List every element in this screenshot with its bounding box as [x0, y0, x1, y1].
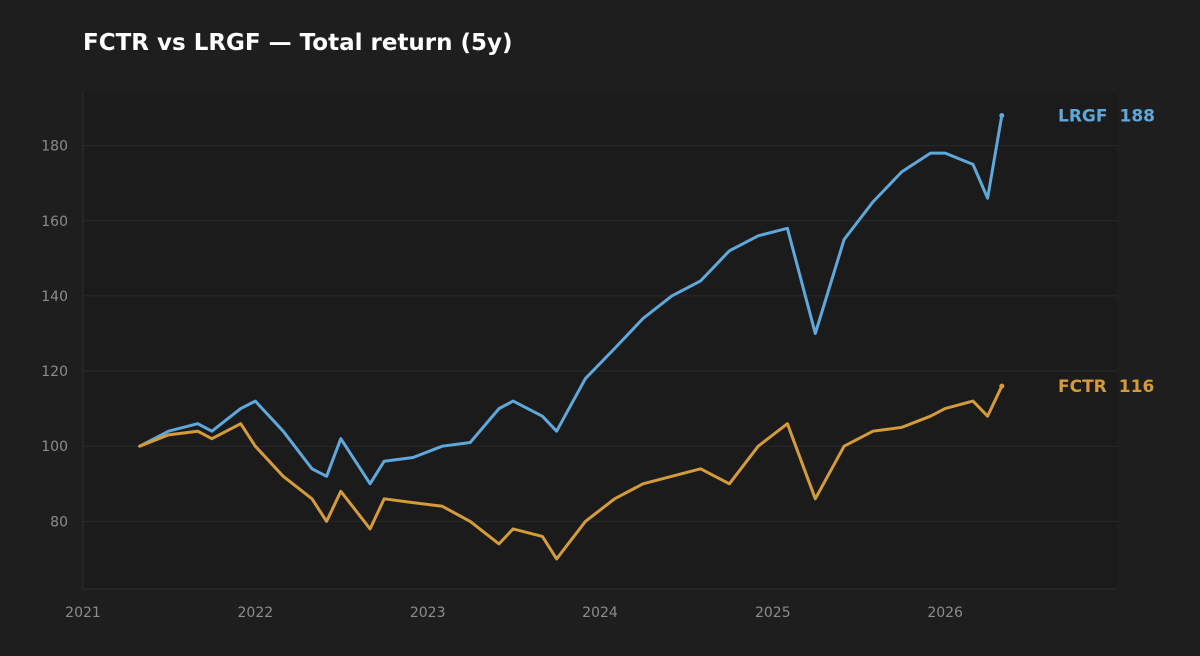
- chart-title: FCTR vs LRGF — Total return (5y): [83, 30, 513, 56]
- series-name: FCTR: [1058, 377, 1107, 397]
- x-tick-label: 2026: [927, 605, 963, 621]
- series-name: LRGF: [1058, 107, 1108, 127]
- series-line-lrgf: [138, 114, 1004, 486]
- series-end-label: LRGF 188: [1058, 107, 1155, 127]
- series-end-label: FCTR 116: [1058, 377, 1154, 397]
- x-tick-label: 2022: [238, 605, 274, 621]
- x-tick-label: 2023: [410, 605, 446, 621]
- y-tick-label: 140: [41, 289, 68, 305]
- series-last-value: 116: [1119, 377, 1155, 397]
- y-tick-label: 100: [41, 439, 68, 455]
- y-tick-label: 120: [41, 364, 68, 380]
- series-end-point: [999, 383, 1005, 389]
- series-end-point: [999, 113, 1005, 119]
- y-tick-label: 180: [41, 139, 68, 155]
- x-tick-label: 2025: [755, 605, 791, 621]
- series-line-fctr: [138, 384, 1004, 561]
- y-tick-label: 80: [50, 514, 68, 530]
- y-tick-label: 160: [41, 214, 68, 230]
- series-last-value: 188: [1120, 107, 1156, 127]
- x-tick-label: 2024: [582, 605, 618, 621]
- plot-area: [83, 93, 1117, 589]
- x-tick-label: 2021: [65, 605, 101, 621]
